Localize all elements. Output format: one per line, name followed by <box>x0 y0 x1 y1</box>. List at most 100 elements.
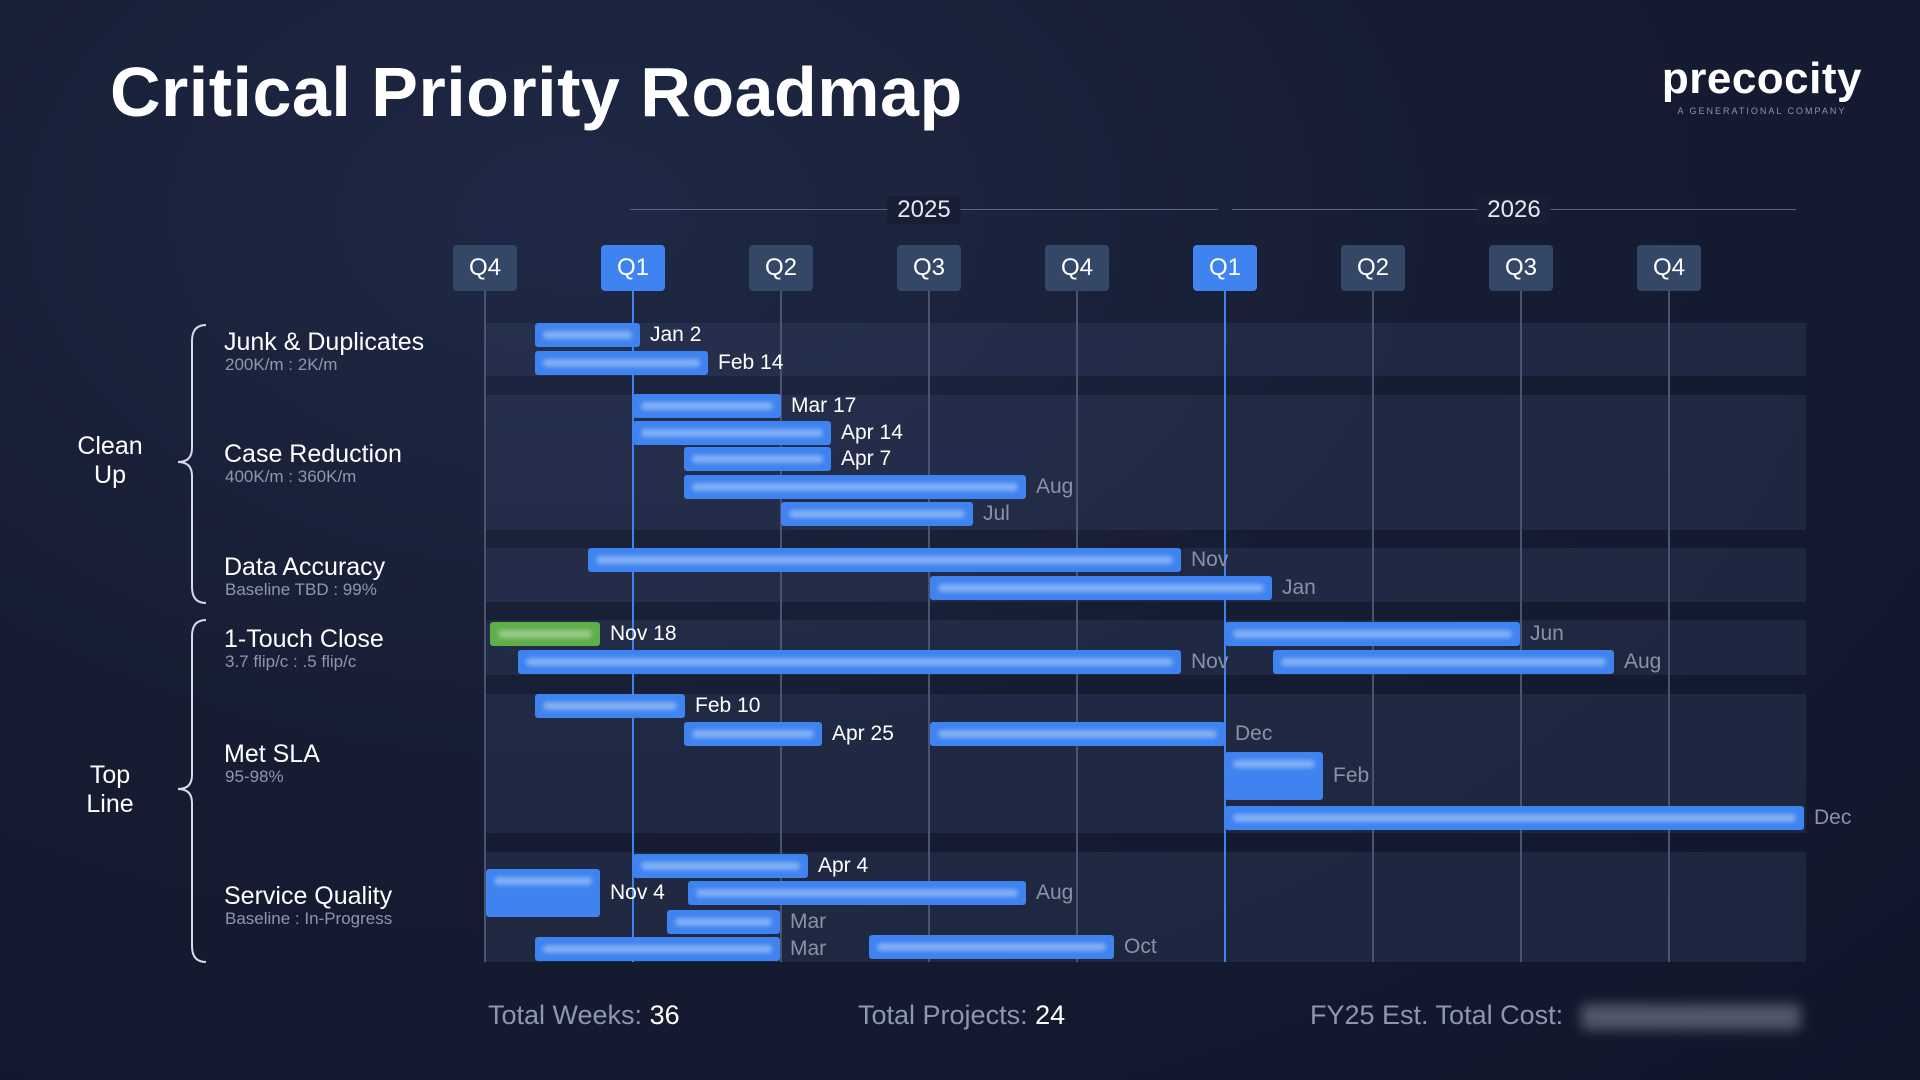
roadmap-bar[interactable] <box>684 722 822 746</box>
redacted-bar-text <box>526 658 1173 666</box>
roadmap-bar[interactable] <box>486 869 600 917</box>
roadmap-bar[interactable] <box>535 937 780 961</box>
bar-end-label: Apr 4 <box>818 854 869 877</box>
bar-end-label: Oct <box>1124 935 1157 958</box>
group-label: Clean Up <box>77 432 143 489</box>
quarter-badge: Q4 <box>453 245 517 291</box>
bar-end-label: Aug <box>1036 475 1074 498</box>
bar-end-label: Feb 10 <box>695 694 761 717</box>
roadmap-bar[interactable] <box>1225 752 1323 800</box>
row-subtitle: Baseline TBD : 99% <box>225 580 377 599</box>
group-label: Top Line <box>86 761 134 818</box>
bar-end-label: Jul <box>983 502 1010 525</box>
roadmap-bar[interactable] <box>535 323 640 347</box>
bar-end-label: Mar 17 <box>791 394 857 417</box>
bar-end-label: Dec <box>1814 806 1852 829</box>
redacted-bar-text <box>641 402 773 410</box>
group-brace <box>177 619 207 963</box>
redacted-bar-text <box>1281 658 1606 666</box>
roadmap-bar[interactable] <box>688 881 1026 905</box>
redacted-bar-text <box>1233 760 1315 768</box>
year-label: 2026 <box>1477 196 1551 224</box>
roadmap-bar[interactable] <box>1225 806 1804 830</box>
row-title: Service Quality <box>224 882 393 910</box>
roadmap-bar[interactable] <box>588 548 1181 572</box>
bar-end-label: Apr 25 <box>832 722 894 745</box>
redacted-bar-text <box>938 730 1217 738</box>
total-cost-label: FY25 Est. Total Cost: <box>1310 1000 1564 1030</box>
bar-end-label: Feb <box>1333 764 1370 787</box>
redacted-bar-text <box>498 630 592 638</box>
quarter-gridline <box>1520 290 1522 962</box>
bar-end-label: Jun <box>1530 622 1564 645</box>
quarter-badge: Q1 <box>1193 245 1257 291</box>
bar-end-label: Apr 14 <box>841 421 903 444</box>
quarter-badge: Q2 <box>749 245 813 291</box>
row-subtitle: 3.7 flip/c : .5 flip/c <box>225 652 357 671</box>
quarter-badge: Q3 <box>1489 245 1553 291</box>
redacted-bar-text <box>543 945 772 953</box>
quarter-gridline <box>1668 290 1670 962</box>
redacted-bar-text <box>596 556 1173 564</box>
quarter-badge: Q2 <box>1341 245 1405 291</box>
brand-name: precocity <box>1661 54 1862 103</box>
quarter-gridline <box>632 290 634 962</box>
bar-end-label: Nov 18 <box>610 622 677 645</box>
quarter-gridline <box>1076 290 1078 962</box>
redacted-cost-value <box>1580 1003 1801 1030</box>
redacted-bar-text <box>696 889 1018 897</box>
roadmap-bar[interactable] <box>633 421 831 445</box>
bar-end-label: Nov <box>1191 548 1229 571</box>
bar-end-label: Mar <box>790 937 827 960</box>
bar-end-label: Mar <box>790 910 827 933</box>
roadmap-bar[interactable] <box>667 910 780 934</box>
row-subtitle: 200K/m : 2K/m <box>225 355 338 374</box>
quarter-badge: Q3 <box>897 245 961 291</box>
redacted-bar-text <box>641 862 800 870</box>
roadmap-bar[interactable] <box>1273 650 1614 674</box>
roadmap-bar[interactable] <box>535 694 685 718</box>
quarter-gridline <box>928 290 930 962</box>
row-title: 1-Touch Close <box>224 625 384 653</box>
total-projects: Total Projects: 24 <box>858 1000 1065 1031</box>
quarter-gridline <box>484 290 486 962</box>
quarter-badge: Q1 <box>601 245 665 291</box>
roadmap-bar[interactable] <box>684 447 831 471</box>
roadmap-bar[interactable] <box>490 622 600 646</box>
row-title: Case Reduction <box>224 440 402 468</box>
bar-end-label: Jan 2 <box>650 323 702 346</box>
roadmap-bar[interactable] <box>1225 622 1520 646</box>
redacted-bar-text <box>692 483 1018 491</box>
year-label: 2025 <box>887 196 961 224</box>
brand-tagline: A GENERATIONAL COMPANY <box>1677 106 1847 116</box>
row-title: Junk & Duplicates <box>224 328 425 356</box>
roadmap-bar[interactable] <box>869 935 1114 959</box>
redacted-bar-text <box>543 331 632 339</box>
roadmap-bar[interactable] <box>633 854 808 878</box>
row-subtitle: 400K/m : 360K/m <box>225 467 357 486</box>
redacted-bar-text <box>877 943 1106 951</box>
page-title: Critical Priority Roadmap <box>110 53 963 131</box>
total-projects-label: Total Projects: <box>858 1000 1028 1030</box>
roadmap-bar[interactable] <box>930 576 1272 600</box>
roadmap-bar[interactable] <box>518 650 1181 674</box>
roadmap-bar[interactable] <box>781 502 973 526</box>
redacted-bar-text <box>789 510 965 518</box>
total-projects-value: 24 <box>1035 1000 1066 1030</box>
bar-end-label: Apr 7 <box>841 447 892 470</box>
roadmap-bar[interactable] <box>633 394 781 418</box>
roadmap-bar[interactable] <box>684 475 1026 499</box>
total-weeks-label: Total Weeks: <box>488 1000 643 1030</box>
bar-end-label: Nov 4 <box>610 881 665 904</box>
row-title: Data Accuracy <box>224 553 386 581</box>
bar-end-label: Jan <box>1282 576 1316 599</box>
total-cost: FY25 Est. Total Cost: <box>1310 1000 1801 1031</box>
redacted-bar-text <box>641 429 823 437</box>
roadmap-bar[interactable] <box>535 351 708 375</box>
roadmap-bar[interactable] <box>930 722 1225 746</box>
row-subtitle: Baseline : In-Progress <box>225 909 393 928</box>
quarter-badge: Q4 <box>1045 245 1109 291</box>
redacted-bar-text <box>543 359 700 367</box>
quarter-badge: Q4 <box>1637 245 1701 291</box>
